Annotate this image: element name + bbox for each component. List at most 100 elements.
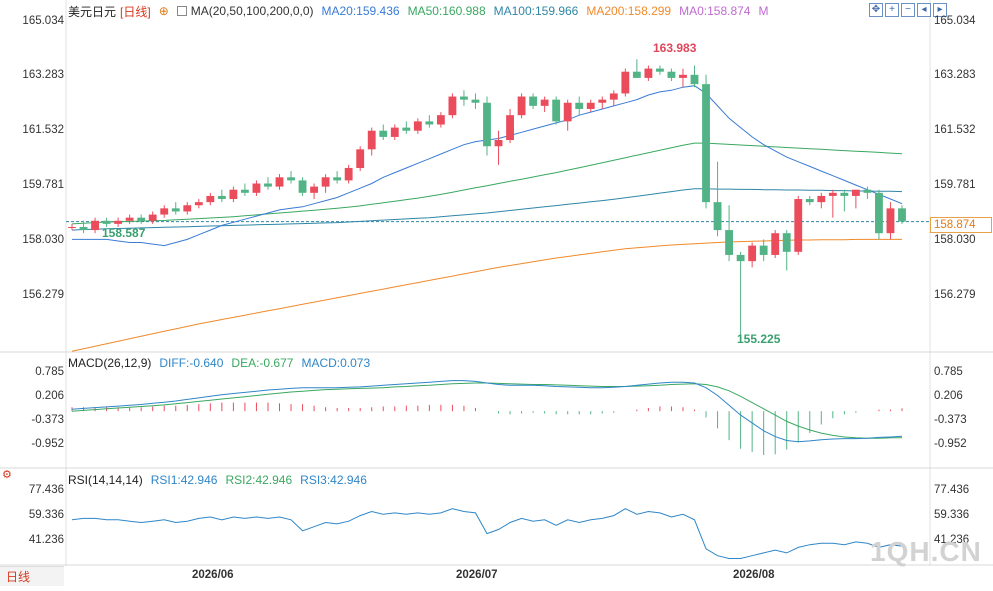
expand-icon[interactable]: ✥ <box>869 3 883 17</box>
high-annotation: 163.983 <box>653 41 697 55</box>
candle-body <box>667 71 676 78</box>
price-tick-left: 159.781 <box>22 179 64 191</box>
candle-body <box>356 149 365 168</box>
price-tick-left: 163.283 <box>22 69 64 81</box>
candle-body <box>886 208 895 234</box>
candle-body <box>863 189 872 193</box>
candle-body <box>183 205 192 212</box>
candle-body <box>644 68 653 78</box>
candle-body <box>206 195 215 203</box>
ma200-value: MA200:158.299 <box>586 4 672 18</box>
candle-body <box>298 180 307 193</box>
candle-body <box>137 217 146 221</box>
candle-body <box>229 189 238 200</box>
zoom-in-icon[interactable]: + <box>885 3 899 17</box>
period-tab[interactable]: 日线 <box>0 566 64 586</box>
m-button[interactable]: M <box>758 4 769 18</box>
candle-body <box>655 68 664 72</box>
x-tick: 2026/08 <box>733 569 775 581</box>
candle-body <box>321 177 330 187</box>
macd-tick-right: 0.206 <box>934 390 963 402</box>
candle-body <box>194 202 203 206</box>
candle-body <box>817 195 826 203</box>
price-tick-right: 158.030 <box>934 234 976 246</box>
rsi-tick-left: 77.436 <box>28 484 64 496</box>
ma100-value: MA100:159.966 <box>493 4 579 18</box>
candle-body <box>794 199 803 252</box>
candle-body <box>402 127 411 131</box>
candle-body <box>805 199 814 203</box>
diff-value: DIFF:-0.640 <box>159 356 224 370</box>
price-tick-right: 161.532 <box>934 124 976 136</box>
candle-body <box>690 74 699 85</box>
candle-body <box>171 208 180 212</box>
candle-body <box>448 96 457 116</box>
rsi2-value: RSI2:42.946 <box>225 473 293 487</box>
candle-body <box>148 214 157 221</box>
candle-body <box>529 96 538 106</box>
candle-body <box>517 96 526 116</box>
x-tick: 2026/06 <box>192 569 234 581</box>
rsi-header: RSI(14,14,14) RSI1:42.946 RSI2:42.946 RS… <box>68 471 367 489</box>
candle-body <box>840 192 849 196</box>
scroll-left-icon[interactable]: ◂ <box>917 3 931 17</box>
candle-body <box>898 208 906 222</box>
candle-body <box>771 233 780 255</box>
candle-body <box>736 254 745 262</box>
settings-icon[interactable]: ⚙ <box>2 469 12 481</box>
candle-body <box>494 140 503 147</box>
candle-body <box>575 102 584 109</box>
price-tick-right: 165.034 <box>934 15 976 27</box>
current-price-tag: 158.874 <box>930 217 992 233</box>
macd-header: MACD(26,12,9) DIFF:-0.640 DEA:-0.677 MAC… <box>68 354 370 372</box>
candle-body <box>102 220 111 224</box>
candle-body <box>436 115 445 125</box>
dea-value: DEA:-0.677 <box>231 356 294 370</box>
zoom-out-icon[interactable]: − <box>901 3 915 17</box>
crosshair-icon[interactable]: ⊕ <box>158 4 169 18</box>
candle-body <box>609 93 618 100</box>
scroll-right-icon[interactable]: ▸ <box>933 3 947 17</box>
candle-body <box>598 99 607 103</box>
candle-body <box>851 189 860 196</box>
candle-body <box>367 130 376 150</box>
watermark: 1QH.CN <box>870 536 982 567</box>
candle-body <box>287 177 295 181</box>
price-tick-left: 165.034 <box>22 15 64 27</box>
candle-body <box>782 233 791 252</box>
price-tick-left: 158.030 <box>22 234 64 246</box>
x-tick: 2026/07 <box>456 569 498 581</box>
candle-body <box>68 226 76 228</box>
candle-body <box>240 189 249 193</box>
candle-body <box>748 245 757 262</box>
rsi-label: RSI(14,14,14) <box>68 473 143 487</box>
candle-body <box>506 115 514 141</box>
ma-legend-icon[interactable] <box>176 6 187 16</box>
macd-tick-right: -0.373 <box>934 414 967 426</box>
rsi1-value: RSI1:42.946 <box>150 473 218 487</box>
candle-body <box>379 130 388 137</box>
price-tick-right: 156.279 <box>934 289 976 301</box>
period-label[interactable]: [日线] <box>120 4 151 19</box>
candle-body <box>621 71 630 94</box>
candle-body <box>275 177 284 187</box>
candle-body <box>759 245 768 255</box>
rsi-tick-left: 41.236 <box>28 534 64 546</box>
rsi-tick-right: 41.236 <box>934 534 970 546</box>
candle-body <box>471 99 480 103</box>
diff-line <box>71 380 903 443</box>
price-tick-left: 161.532 <box>22 124 64 136</box>
macd-label: MACD(26,12,9) <box>68 356 152 370</box>
candle-body <box>679 74 687 78</box>
candle-body <box>713 202 722 231</box>
candle-body <box>390 127 399 137</box>
candle-body <box>563 102 572 122</box>
candle-body <box>160 208 169 215</box>
candle-body <box>125 217 134 221</box>
candle-body <box>91 220 99 231</box>
candle-body <box>552 99 561 122</box>
ma100-line <box>71 188 903 231</box>
candle-body <box>264 183 272 187</box>
